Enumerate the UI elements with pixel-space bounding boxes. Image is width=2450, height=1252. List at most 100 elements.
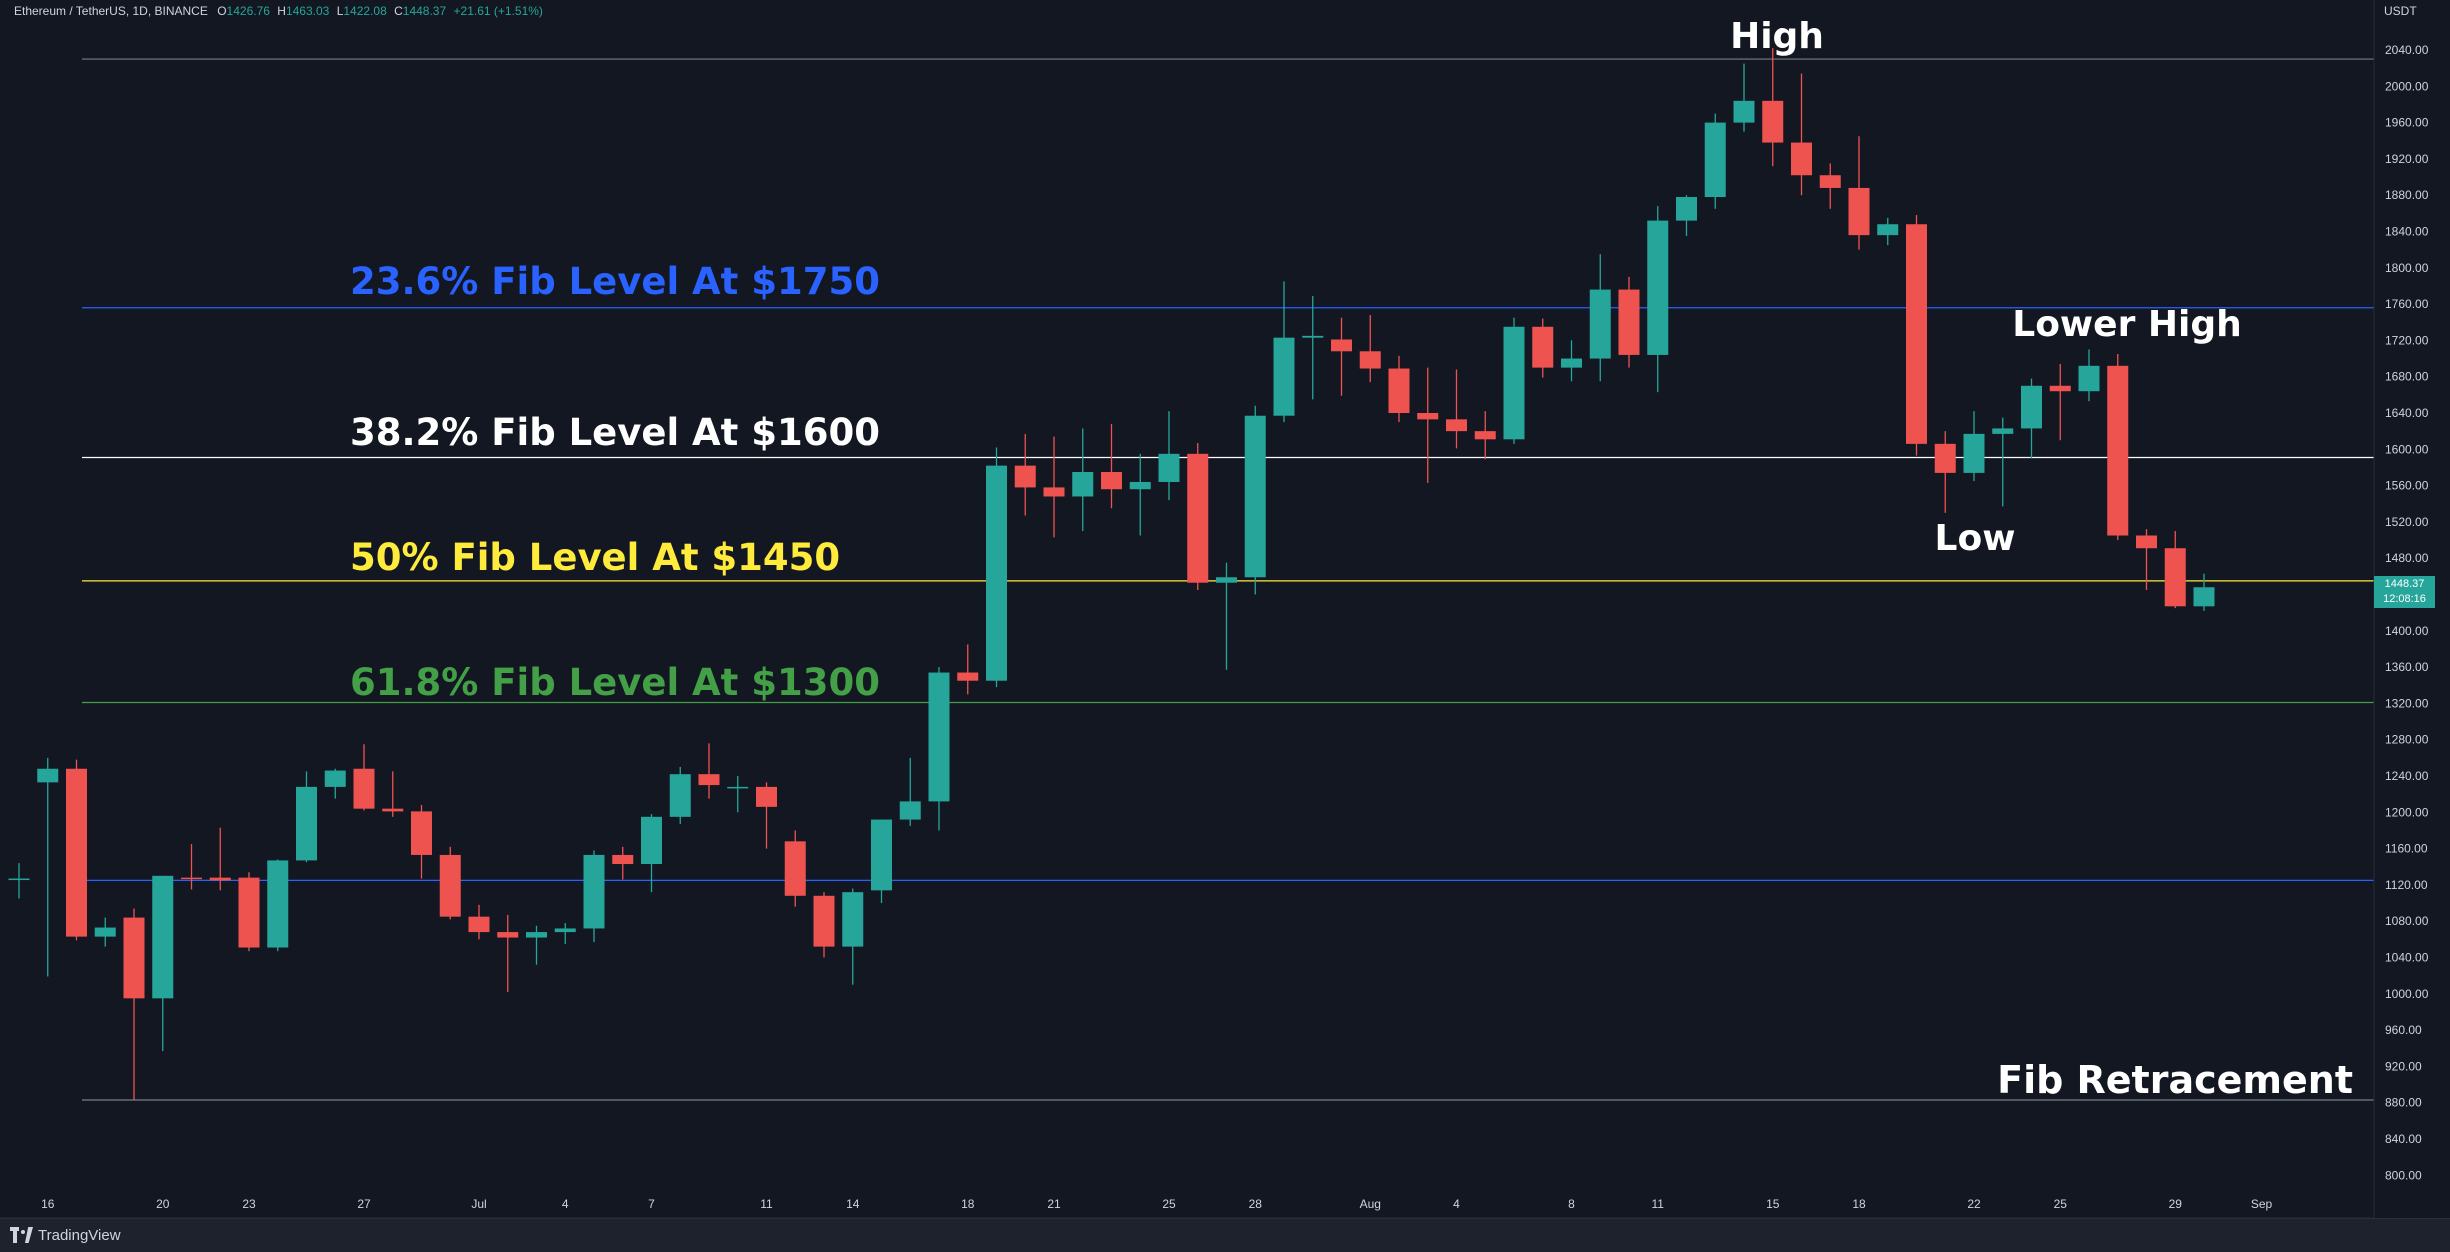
x-tick-label: 28 (1249, 1197, 1263, 1211)
candle-body (842, 892, 864, 947)
x-tick-label: 20 (156, 1197, 170, 1211)
candle-body (1676, 197, 1697, 221)
x-tick-label: 29 (2169, 1197, 2183, 1211)
x-tick-label: 25 (2054, 1197, 2068, 1211)
candle (497, 914, 519, 992)
candle-body (66, 768, 87, 937)
y-tick-label: 1000.00 (2385, 987, 2429, 1001)
candle-body (1273, 337, 1295, 416)
chart-annotation: 50% Fib Level At $1450 (350, 536, 840, 579)
x-tick-label: 27 (357, 1197, 371, 1211)
candle (1158, 411, 1180, 501)
candle (1244, 405, 1266, 595)
candle (756, 782, 777, 849)
candle (1733, 63, 1755, 132)
current-price: 1448.37 (2384, 578, 2425, 590)
y-tick-label: 1840.00 (2385, 225, 2429, 239)
candle-body (1992, 428, 2014, 434)
y-tick-label: 2040.00 (2385, 43, 2429, 57)
candle (2107, 354, 2129, 541)
candle-body (1704, 122, 1726, 198)
candle-body (1359, 351, 1381, 369)
candle-body (123, 917, 145, 999)
y-tick-label: 1720.00 (2385, 333, 2429, 347)
candle (583, 850, 605, 943)
high-label: H (277, 4, 286, 18)
candle (37, 757, 59, 977)
tradingview-logo-icon[interactable] (10, 1227, 34, 1243)
candle-body (1388, 368, 1410, 413)
candle-body (1561, 358, 1582, 368)
y-tick-label: 960.00 (2385, 1023, 2422, 1037)
y-tick-label: 2000.00 (2385, 79, 2429, 93)
candle-body (727, 786, 749, 789)
candlestick-chart[interactable]: 16 20 23 27 Jul 4 7 11 14 18 21 25 28 Aug 4 8 11 15 18 22 25… (0, 0, 2450, 1218)
candle (468, 904, 490, 940)
candle (1992, 417, 2014, 507)
candle-body (1532, 326, 1554, 368)
candle (1187, 442, 1209, 590)
x-tick-label: 7 (648, 1197, 655, 1211)
candle (267, 859, 289, 952)
candle (899, 757, 921, 826)
candle-body (2021, 385, 2042, 429)
candle (2193, 573, 2215, 611)
y-tick-label: 1320.00 (2385, 696, 2429, 710)
candle-body (784, 841, 806, 896)
candle (411, 805, 432, 879)
candle (1388, 355, 1410, 423)
candle (2136, 529, 2157, 590)
candle (1963, 411, 1985, 482)
y-tick-label: 920.00 (2385, 1059, 2422, 1073)
tradingview-brand[interactable]: TradingView (38, 1227, 121, 1244)
candle (1762, 48, 1784, 167)
close-label: C (394, 4, 403, 18)
candle (1043, 436, 1065, 538)
y-tick-label: 1400.00 (2385, 624, 2429, 638)
candle (2164, 530, 2186, 609)
candle-body (1963, 433, 1985, 473)
close-value: 1448.37 (402, 4, 447, 18)
y-tick-label: 1200.00 (2385, 805, 2429, 819)
symbol-title[interactable]: Ethereum / TetherUS, 1D, BINANCE (14, 4, 208, 18)
candle-body (928, 672, 950, 802)
candle-body (1331, 339, 1352, 352)
candle (1446, 369, 1467, 449)
candle-body (871, 819, 892, 891)
x-tick-label: 18 (1852, 1197, 1866, 1211)
candle (1302, 295, 1324, 400)
chart-annotation: Low (1935, 518, 2016, 559)
candle (1129, 453, 1151, 536)
candle (1647, 206, 1669, 393)
high-value: 1463.03 (285, 4, 330, 18)
candle-body (1819, 175, 1841, 188)
candle-body (1043, 487, 1065, 497)
candle (1906, 215, 1927, 456)
candle-body (94, 927, 116, 937)
y-tick-label: 800.00 (2385, 1168, 2422, 1182)
x-tick-label: 22 (1967, 1197, 1981, 1211)
y-tick-label: 1160.00 (2385, 842, 2428, 856)
candle-body (2078, 365, 2100, 392)
low-value: 1422.08 (343, 4, 387, 18)
candle (813, 892, 835, 958)
y-tick-label: 1800.00 (2385, 261, 2429, 275)
candle-body (1417, 413, 1439, 420)
candle-body (1762, 100, 1784, 143)
candle (986, 447, 1007, 688)
candle (1474, 411, 1496, 460)
candle-body (1618, 289, 1640, 355)
candle-body (1244, 415, 1266, 578)
x-tick-label: Aug (1360, 1197, 1381, 1211)
y-tick-label: 1480.00 (2385, 551, 2429, 565)
candle (66, 759, 87, 941)
candle (784, 830, 806, 907)
open-label: O (217, 4, 227, 18)
candle (928, 667, 950, 831)
candle-body (1072, 471, 1094, 497)
candle (353, 744, 375, 811)
candle-body (238, 877, 260, 948)
candle-body (1302, 335, 1324, 338)
footer-bar: TradingView (0, 1218, 2450, 1252)
